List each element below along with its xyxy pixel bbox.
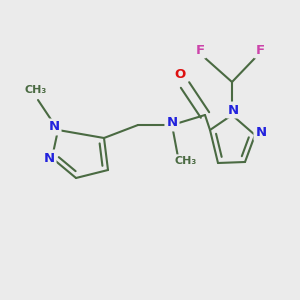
Text: N: N	[48, 121, 60, 134]
Text: F: F	[195, 44, 205, 56]
Text: N: N	[44, 152, 55, 164]
Text: N: N	[255, 127, 267, 140]
Text: F: F	[255, 44, 265, 56]
Text: CH₃: CH₃	[175, 156, 197, 166]
Text: O: O	[174, 68, 186, 82]
Text: CH₃: CH₃	[25, 85, 47, 95]
Text: N: N	[227, 103, 239, 116]
Text: N: N	[167, 116, 178, 130]
